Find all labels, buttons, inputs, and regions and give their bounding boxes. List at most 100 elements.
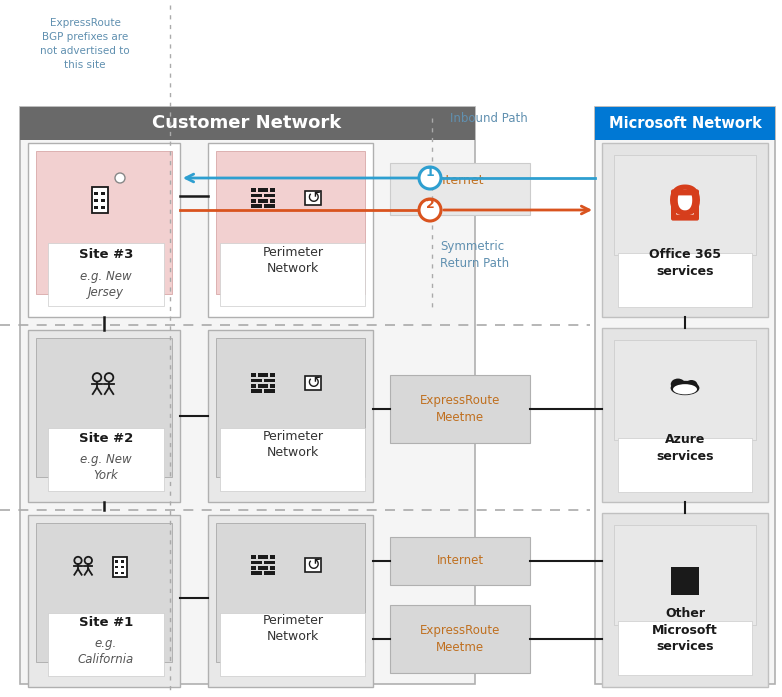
Bar (264, 389, 274, 392)
Bar (252, 204, 263, 208)
Bar (20, 107, 475, 684)
Bar (113, 557, 127, 577)
Text: e.g. New
York: e.g. New York (81, 453, 132, 482)
Bar (216, 338, 365, 477)
Bar (121, 572, 124, 574)
Bar (270, 188, 274, 192)
Bar (618, 621, 752, 675)
Bar (264, 378, 274, 383)
Bar (36, 151, 172, 294)
Text: ExpressRoute
BGP prefixes are
not advertised to
this site: ExpressRoute BGP prefixes are not advert… (40, 18, 130, 70)
Text: Site #1: Site #1 (79, 615, 133, 629)
Text: Perimeter
Network: Perimeter Network (263, 245, 324, 275)
Text: Perimeter
Network: Perimeter Network (263, 429, 324, 459)
Text: Site #2: Site #2 (79, 431, 133, 445)
Bar (91, 187, 108, 213)
Text: ↺: ↺ (306, 374, 320, 392)
Bar (270, 199, 274, 203)
Bar (208, 515, 373, 687)
Text: Internet: Internet (436, 555, 483, 567)
Bar (216, 523, 365, 662)
Text: Other
Microsoft
services: Other Microsoft services (652, 607, 718, 653)
Bar (305, 376, 321, 390)
Bar (252, 565, 256, 569)
Circle shape (419, 199, 441, 221)
Text: Azure
services: Azure services (656, 434, 714, 463)
Bar (602, 328, 768, 502)
Text: Internet: Internet (436, 174, 485, 187)
Bar (252, 374, 256, 377)
Bar (614, 155, 756, 255)
Bar (28, 143, 180, 317)
Text: Microsoft Network: Microsoft Network (608, 116, 762, 130)
Bar (257, 199, 268, 203)
Text: ExpressRoute
Meetme: ExpressRoute Meetme (420, 395, 500, 424)
Bar (94, 206, 98, 209)
Text: Customer Network: Customer Network (152, 114, 342, 132)
Bar (270, 565, 274, 569)
Text: Inbound Path: Inbound Path (450, 112, 528, 125)
Bar (116, 566, 118, 569)
Text: O: O (668, 185, 702, 225)
Bar (390, 537, 530, 585)
Bar (94, 192, 98, 194)
Bar (257, 556, 268, 559)
Text: 2: 2 (425, 197, 434, 210)
Bar (48, 428, 164, 491)
Bar (614, 340, 756, 440)
Bar (595, 107, 775, 140)
Text: ExpressRoute
Meetme: ExpressRoute Meetme (420, 625, 500, 654)
Bar (252, 560, 263, 565)
Bar (305, 558, 321, 572)
Bar (671, 567, 699, 595)
Text: e.g.
California: e.g. California (78, 637, 135, 666)
Bar (252, 188, 256, 192)
Bar (264, 560, 274, 565)
Bar (252, 389, 263, 392)
Text: ↺: ↺ (306, 556, 320, 574)
Bar (305, 191, 321, 205)
Bar (257, 188, 268, 192)
FancyBboxPatch shape (676, 195, 694, 215)
Ellipse shape (671, 381, 699, 395)
Text: ↺: ↺ (306, 189, 320, 207)
Text: Site #3: Site #3 (79, 249, 133, 261)
Bar (220, 428, 365, 491)
Bar (101, 192, 105, 194)
Text: Symmetric
Return Path: Symmetric Return Path (440, 240, 509, 270)
Circle shape (419, 167, 441, 189)
Bar (618, 438, 752, 492)
Text: 1: 1 (425, 165, 434, 178)
Bar (121, 566, 124, 569)
Bar (390, 605, 530, 673)
Bar (36, 523, 172, 662)
Bar (390, 375, 530, 443)
Bar (220, 613, 365, 676)
Bar (101, 199, 105, 202)
Ellipse shape (671, 378, 685, 390)
Bar (252, 378, 263, 383)
Bar (252, 383, 256, 388)
Bar (270, 556, 274, 559)
Bar (94, 199, 98, 202)
Bar (216, 151, 365, 294)
Bar (257, 565, 268, 569)
FancyBboxPatch shape (671, 190, 699, 220)
Bar (390, 163, 530, 215)
Bar (602, 513, 768, 687)
Bar (36, 338, 172, 477)
Bar (116, 560, 118, 562)
Circle shape (115, 173, 125, 183)
Bar (257, 374, 268, 377)
Bar (208, 330, 373, 502)
Bar (116, 572, 118, 574)
Bar (252, 571, 263, 574)
Bar (121, 560, 124, 562)
Bar (28, 515, 180, 687)
Bar (252, 199, 256, 203)
Bar (618, 253, 752, 307)
Bar (48, 243, 164, 306)
Bar (28, 330, 180, 502)
Bar (252, 556, 256, 559)
Text: e.g. New
Jersey: e.g. New Jersey (81, 270, 132, 299)
